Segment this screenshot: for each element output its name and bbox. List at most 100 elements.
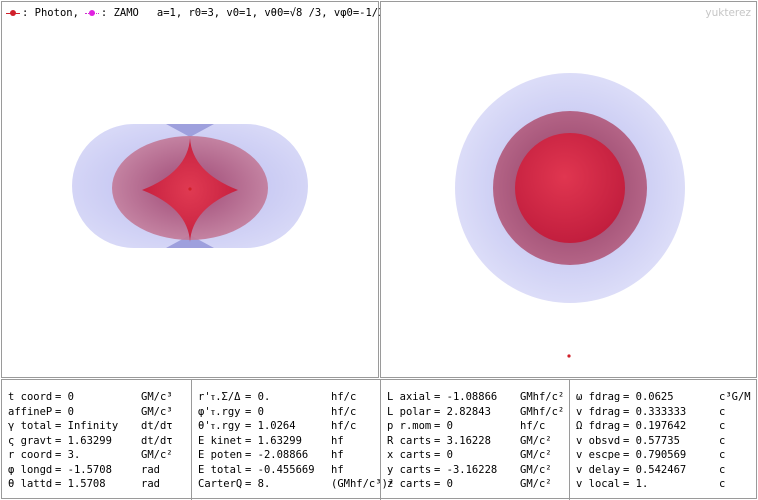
table-value: = 0.57735 <box>623 434 680 447</box>
table-row: y carts = -3.16228 GM/c² <box>381 463 569 477</box>
table-row: L polar = 2.82843 GMhf/c² <box>381 405 569 419</box>
table-unit: GM/c² <box>520 478 552 490</box>
table-row: t coord = 0 GM/c³ <box>2 390 191 404</box>
table-unit: hf <box>331 449 344 461</box>
table-label: E kinet <box>198 434 243 447</box>
table-label: E poten <box>198 449 243 461</box>
table-row: v fdrag = 0.333333 c <box>570 405 756 419</box>
table-row: v local = 1. c <box>570 477 756 491</box>
table-row: CarterQ = 8. (GMhf/c³)² <box>192 477 394 491</box>
watermark: yukterez <box>705 7 751 19</box>
table-row: E total = -0.455669 hf <box>192 463 380 477</box>
table-value: = 1.0264 <box>245 420 296 432</box>
table-row: r coord = 3. GM/c² <box>2 448 191 462</box>
table-unit: dt/dτ <box>141 420 173 432</box>
table-label: t coord <box>8 391 53 403</box>
table-label: r'ⲧ.Σ/Δ <box>198 391 241 403</box>
table-label: ς gravt <box>8 434 53 447</box>
top-view-panel[interactable]: yukterez <box>380 1 757 378</box>
table-row: φ'ⲧ.rgy = 0 hf/c <box>192 405 380 419</box>
state-table: t coord = 0 GM/c³ affineP = 0 GM/c³ γ total = I… <box>1 379 757 500</box>
table-unit: hf/c <box>331 405 357 418</box>
table-label: v delay <box>576 463 621 476</box>
table-label: θ'ⲧ.rgy <box>198 420 241 432</box>
table-label: Ω fdrag <box>576 420 621 432</box>
table-unit: c <box>719 420 726 432</box>
table-row: θ lattd = 1.5708 rad <box>2 477 191 491</box>
table-unit: c <box>719 449 726 461</box>
table-column-2: r'ⲧ.Σ/Δ = 0. hf/c φ'ⲧ.rgy = 0 hf/c θ'ⲧ.rgy = 1.… <box>191 380 394 500</box>
table-unit: rad <box>141 463 160 476</box>
table-row: ς gravt = 1.63299 dt/dτ <box>2 434 191 448</box>
photon-marker <box>188 187 192 191</box>
table-label: r coord <box>8 449 53 461</box>
table-row: E poten = -2.08866 hf <box>192 448 380 462</box>
table-unit: GM/c² <box>520 449 552 461</box>
table-unit: (GMhf/c³)² <box>331 478 395 490</box>
table-row: z carts = 0 GM/c² <box>381 477 569 491</box>
table-unit: GM/c² <box>520 463 552 476</box>
table-label: v fdrag <box>576 405 621 418</box>
table-value: = 8. <box>245 478 271 490</box>
table-value: = 0 <box>434 420 453 432</box>
initial-parameters: a=1, r0=3, v0=1, vθ0=√8 /3, vφ0=-1/3 <box>156 7 385 19</box>
table-label: v local <box>576 478 621 490</box>
inner-horizon-top <box>515 133 625 243</box>
table-value: = 0 <box>55 391 74 403</box>
top-view-scene <box>455 73 685 358</box>
table-unit: hf/c <box>331 391 357 403</box>
zamo-swatch-icon <box>84 8 99 18</box>
table-row: v delay = 0.542467 c <box>570 463 756 477</box>
table-unit: GM/c² <box>520 434 552 447</box>
table-value: = Infinity <box>55 420 119 432</box>
table-value: = -1.08866 <box>434 391 498 403</box>
table-label: CarterQ <box>198 478 243 490</box>
table-row: Ω fdrag = 0.197642 c <box>570 419 756 433</box>
table-value: = -3.16228 <box>434 463 498 476</box>
table-value: = -1.5708 <box>55 463 112 476</box>
table-label: L axial <box>387 391 432 403</box>
table-unit: hf/c <box>520 420 546 432</box>
table-label: y carts <box>387 463 432 476</box>
table-row: p r.mom = 0 hf/c <box>381 419 569 433</box>
table-value: = -0.455669 <box>245 463 315 476</box>
table-row: γ total = Infinity dt/dτ <box>2 419 191 433</box>
table-row: R carts = 3.16228 GM/c² <box>381 434 569 448</box>
table-value: = 0 <box>55 405 74 418</box>
table-label: z carts <box>387 478 432 490</box>
table-value: = 0 <box>245 405 264 418</box>
photon-marker-top <box>567 354 571 358</box>
table-unit: GMhf/c² <box>520 405 565 418</box>
table-label: p r.mom <box>387 420 432 432</box>
table-value: = 3. <box>55 449 81 461</box>
table-column-1: t coord = 0 GM/c³ affineP = 0 GM/c³ γ total = I… <box>2 380 191 500</box>
table-row: E kinet = 1.63299 hf <box>192 434 380 448</box>
side-view-scene <box>72 124 308 248</box>
table-unit: GMhf/c² <box>520 391 565 403</box>
table-label: R carts <box>387 434 432 447</box>
table-row: x carts = 0 GM/c² <box>381 448 569 462</box>
table-unit: c <box>719 434 726 447</box>
table-label: L polar <box>387 405 432 418</box>
table-value: = 2.82843 <box>434 405 491 418</box>
table-unit: hf <box>331 463 344 476</box>
table-value: = 0.333333 <box>623 405 687 418</box>
table-row: φ longd = -1.5708 rad <box>2 463 191 477</box>
table-value: = 0.542467 <box>623 463 687 476</box>
table-label: ω fdrag <box>576 391 621 403</box>
table-value: = 1.5708 <box>55 478 106 490</box>
table-value: = 1. <box>623 478 649 490</box>
table-column-4: ω fdrag = 0.0625 c³G/M v fdrag = 0.333333 c Ω … <box>569 380 756 500</box>
table-label: φ longd <box>8 463 53 476</box>
table-label: affineP <box>8 405 53 418</box>
table-label: x carts <box>387 449 432 461</box>
table-row: r'ⲧ.Σ/Δ = 0. hf/c <box>192 390 380 404</box>
table-value: = 3.16228 <box>434 434 491 447</box>
table-unit: dt/dτ <box>141 434 173 447</box>
table-unit: GM/c³ <box>141 391 173 403</box>
table-unit: c <box>719 463 726 476</box>
table-row: L axial = -1.08866 GMhf/c² <box>381 390 569 404</box>
table-value: = 0.197642 <box>623 420 687 432</box>
side-view-panel[interactable]: : Photon, : ZAMO a=1, r0=3, v0=1, vθ0=√8… <box>1 1 384 378</box>
